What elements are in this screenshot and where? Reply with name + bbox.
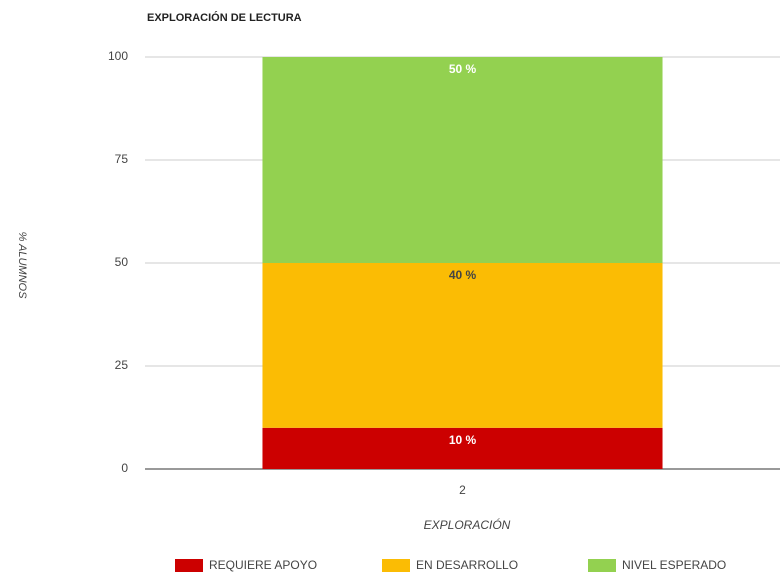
bar-segment: [262, 263, 663, 428]
y-tick-label: 0: [121, 461, 128, 475]
bar-segment: [262, 57, 663, 263]
legend-swatch: [175, 559, 203, 572]
y-tick-label: 100: [108, 49, 128, 63]
chart-title: EXPLORACIÓN DE LECTURA: [147, 11, 302, 24]
y-axis-label: % ALUMNOS: [16, 232, 28, 299]
x-axis-label: EXPLORACIÓN: [424, 517, 511, 532]
data-label: 40 %: [449, 268, 477, 282]
x-tick-label: 2: [459, 483, 466, 497]
legend-swatch: [382, 559, 410, 572]
y-tick-label: 50: [115, 255, 129, 269]
data-label: 50 %: [449, 62, 477, 76]
legend-label: REQUIERE APOYO: [209, 558, 317, 572]
legend-label: NIVEL ESPERADO: [622, 558, 726, 572]
y-tick-label: 75: [115, 152, 129, 166]
bar-segment: [262, 427, 663, 469]
legend-label: EN DESARROLLO: [416, 558, 518, 572]
data-label: 10 %: [449, 433, 477, 447]
legend-swatch: [588, 559, 616, 572]
y-tick-label: 25: [115, 358, 129, 372]
